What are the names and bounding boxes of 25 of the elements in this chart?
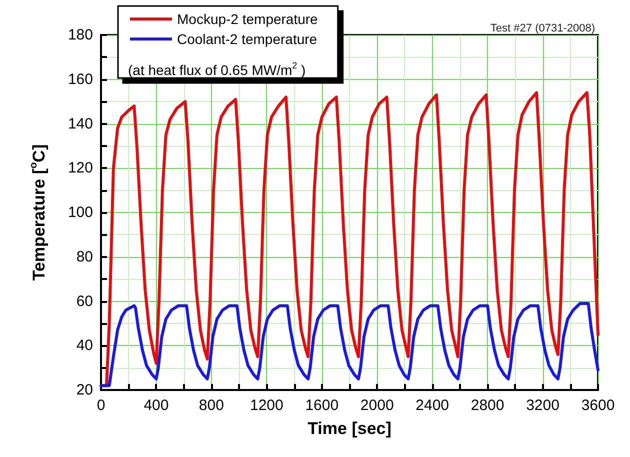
line-series: [100, 302, 600, 388]
legend-label: Coolant-2 temperature: [177, 31, 318, 47]
x-tick-label: 800: [198, 397, 224, 414]
y-tick-label: 160: [68, 70, 93, 88]
y-tick-label: 100: [68, 204, 93, 221]
y-tick-label: 80: [76, 248, 93, 266]
chart-title: Test #27 (0731-2008): [490, 22, 596, 34]
x-tick-label: 0: [96, 397, 106, 414]
legend-label: Mockup-2 temperature: [177, 11, 318, 27]
y-tick-label: 140: [68, 115, 93, 132]
x-tick-label: 2400: [416, 397, 450, 414]
x-tick-label: 2800: [470, 397, 504, 414]
y-tick-label: 180: [68, 26, 93, 44]
y-tick-label: 40: [76, 337, 93, 354]
x-tick-label: 400: [144, 397, 169, 414]
x-tick-label: 1200: [250, 397, 284, 414]
x-tick-label: 3200: [526, 397, 560, 414]
x-tick-label: 3600: [581, 397, 615, 414]
x-tick-label: 2000: [360, 397, 394, 414]
y-tick-label: 20: [76, 382, 93, 398]
x-axis-title: Time [sec]: [308, 419, 392, 438]
y-tick-label: 60: [76, 292, 93, 310]
x-tick-label: 1600: [305, 397, 339, 414]
y-axis-title: Temperature [oC]: [28, 144, 48, 281]
y-tick-label: 120: [68, 160, 93, 177]
